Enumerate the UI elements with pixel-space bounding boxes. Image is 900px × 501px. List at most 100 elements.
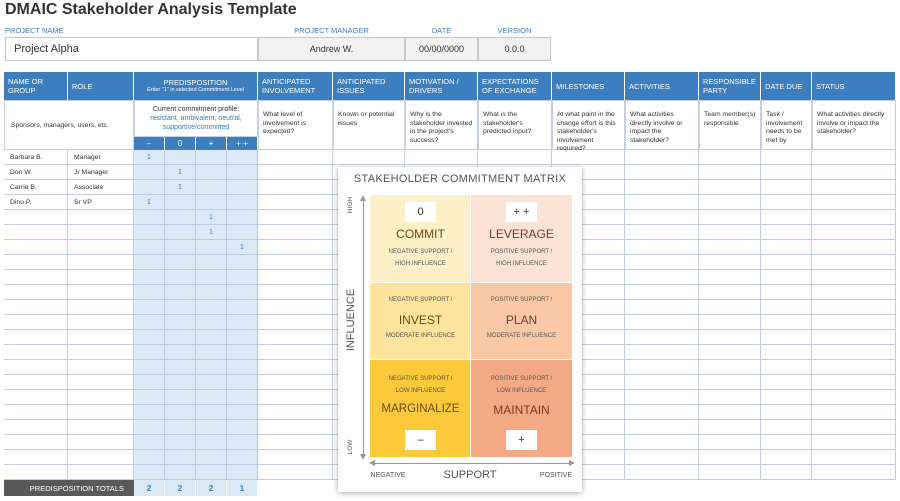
level-header: – (134, 137, 165, 150)
table-cell (68, 285, 134, 300)
column-header: MOTIVATION / DRIVERS (405, 72, 478, 100)
quadrant-label: COMMIT (396, 227, 445, 241)
table-cell (258, 390, 333, 405)
table-cell (761, 450, 812, 465)
table-cell (552, 405, 625, 420)
column-header: RESPONSIBLE PARTY (699, 72, 761, 100)
table-cell (761, 435, 812, 450)
total-value: 1 (227, 480, 258, 496)
description-cell: What activities directly involve or impa… (625, 100, 699, 150)
level-cell (196, 450, 227, 465)
level-cell (227, 210, 258, 225)
role: Jr Manager (74, 168, 109, 176)
table-cell (552, 180, 625, 195)
table-cell (761, 240, 812, 255)
table-cell (68, 315, 134, 330)
table-cell (4, 405, 68, 420)
table-cell (258, 315, 333, 330)
level-cell: 1 (196, 210, 227, 225)
level-cell (227, 315, 258, 330)
field-value: 00/00/0000 (405, 37, 478, 61)
table-cell (699, 150, 761, 165)
field-value: 0.0.0 (478, 37, 551, 61)
field-label: PROJECT MANAGER (294, 26, 369, 35)
level-mark: 1 (147, 198, 151, 206)
table-cell (625, 420, 699, 435)
x-axis-arrow-left (369, 460, 375, 466)
table-cell (4, 390, 68, 405)
level-cell (227, 285, 258, 300)
field-label: VERSION (497, 26, 532, 35)
field-label: DATE (431, 26, 452, 35)
level-cell (196, 315, 227, 330)
table-cell (699, 435, 761, 450)
table-cell (552, 270, 625, 285)
table-cell (761, 225, 812, 240)
table-cell (68, 225, 134, 240)
table-cell (812, 330, 896, 345)
level-cell (196, 375, 227, 390)
column-header: ANTICIPATED ISSUES (333, 72, 405, 100)
level-cell (196, 300, 227, 315)
table-cell (625, 450, 699, 465)
level-cell (165, 375, 196, 390)
column-header-text: RESPONSIBLE PARTY (703, 77, 756, 95)
table-cell (761, 195, 812, 210)
table-cell (552, 150, 625, 165)
table-cell (4, 210, 68, 225)
level-cell (134, 210, 165, 225)
table-cell (699, 255, 761, 270)
level-cell (134, 450, 165, 465)
table-cell (812, 360, 896, 375)
level-cell: 1 (165, 180, 196, 195)
table-cell (761, 465, 812, 480)
level-header: 0 (165, 137, 196, 150)
table-cell (812, 225, 896, 240)
table-cell (258, 225, 333, 240)
total-value: 2 (134, 480, 165, 496)
table-cell (258, 435, 333, 450)
description-cell: What activities directly involve or impa… (812, 100, 896, 150)
table-cell (625, 465, 699, 480)
name: Dino P. (10, 198, 32, 206)
quadrant-detail: MODERATE INFLUENCE (486, 333, 557, 339)
column-header: ROLE (68, 72, 134, 100)
level-cell (134, 270, 165, 285)
level-cell (196, 255, 227, 270)
table-cell (258, 375, 333, 390)
level-cell (165, 435, 196, 450)
level-cell (196, 195, 227, 210)
table-cell (699, 240, 761, 255)
table-cell (4, 330, 68, 345)
table-cell (552, 360, 625, 375)
level-cell (165, 420, 196, 435)
table-cell (68, 375, 134, 390)
level-cell (165, 270, 196, 285)
role: Sr VP (74, 198, 92, 206)
table-cell (812, 315, 896, 330)
level-cell (196, 180, 227, 195)
column-header: ACTIVITIES (625, 72, 699, 100)
name: Carrie B. (10, 183, 37, 191)
level-cell: 1 (165, 165, 196, 180)
table-cell (699, 345, 761, 360)
table-cell (812, 255, 896, 270)
table-cell (761, 315, 812, 330)
table-cell (625, 405, 699, 420)
table-cell (552, 240, 625, 255)
level-cell (134, 390, 165, 405)
level-cell (165, 465, 196, 480)
table-cell (552, 465, 625, 480)
level-cell (134, 465, 165, 480)
column-header-text: DATE DUE (765, 81, 803, 91)
table-cell (761, 180, 812, 195)
table-cell (4, 375, 68, 390)
table-cell (812, 285, 896, 300)
table-cell (4, 420, 68, 435)
table-cell (4, 225, 68, 240)
table-cell (68, 465, 134, 480)
totals-label: PREDISPOSITION TOTALS (4, 480, 134, 496)
level-cell (134, 300, 165, 315)
description-cell: What is the stakeholder's predicted inpu… (478, 100, 552, 150)
role: Associate (74, 183, 104, 191)
